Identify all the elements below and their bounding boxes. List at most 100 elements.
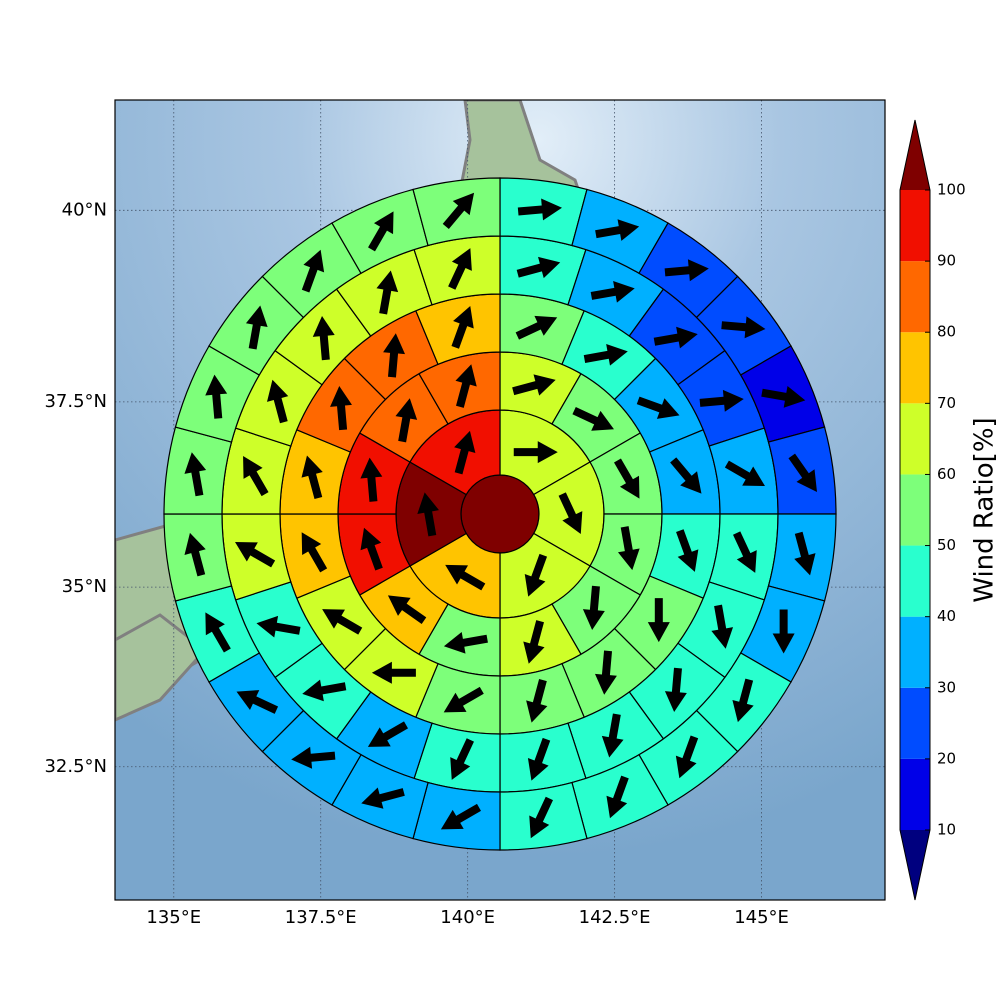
wind-arrow: [664, 667, 687, 712]
colorbar-tick-label: 60: [937, 465, 956, 483]
wind-arrow: [387, 595, 427, 624]
wind-arrow: [395, 398, 418, 443]
wind-arrow: [670, 457, 702, 494]
wind-arrow: [772, 609, 795, 654]
wind-arrow: [601, 713, 624, 758]
wind-arrow: [256, 615, 301, 638]
colorbar-tick-label: 40: [937, 607, 956, 625]
wind-arrow: [664, 259, 709, 282]
wind-arrow: [442, 192, 475, 230]
wind-arrow: [368, 211, 394, 252]
colorbar-tick-label: 80: [937, 323, 956, 341]
colorbar-segment: [900, 758, 930, 830]
wind-arrow: [184, 532, 206, 577]
colorbar-segment: [900, 403, 930, 475]
wind-arrow: [367, 721, 409, 747]
wind-arrow: [301, 455, 323, 500]
colorbar-segment: [900, 261, 930, 333]
wind-arrow: [516, 256, 561, 279]
wind-arrow: [523, 620, 545, 664]
colorbar-tick-label: 70: [937, 394, 956, 412]
colorbar-tick-label: 50: [937, 536, 956, 554]
colorbar-tick-label: 20: [937, 749, 956, 767]
wind-arrow: [451, 305, 474, 349]
wind-arrow: [794, 531, 816, 576]
colorbar-segment: [900, 687, 930, 759]
colorbar-label: Wind Ratio[%]: [970, 417, 1000, 602]
colorbar-segment: [900, 545, 930, 617]
wind-arrow: [529, 796, 553, 839]
wind-arrow: [515, 315, 558, 340]
wind-arrow: [360, 527, 383, 571]
axes-frame: [114, 99, 886, 901]
colorbar-tick-label: 100: [937, 181, 966, 199]
wind-arrow: [361, 787, 405, 809]
wind-arrow: [322, 609, 363, 635]
wind-arrow: [788, 453, 817, 492]
wind-arrow: [302, 679, 347, 702]
wind-arrow: [184, 452, 207, 497]
x-tick-label: 140°E: [440, 907, 495, 928]
wind-arrow: [330, 385, 352, 431]
wind-arrow: [417, 492, 439, 537]
x-tick-label: 145°E: [734, 907, 789, 928]
wind-arrow: [526, 679, 548, 723]
colorbar-tick-label: 30: [937, 678, 956, 696]
wind-arrow: [653, 326, 698, 349]
wind-arrow: [761, 386, 806, 408]
wind-arrow: [301, 249, 325, 293]
colorbar-extend-top: [900, 120, 930, 190]
x-tick-label: 142.5°E: [579, 907, 651, 928]
wind-arrow: [572, 407, 614, 431]
wind-arrow: [243, 455, 269, 497]
wind-arrow: [512, 374, 556, 396]
wind-arrow: [205, 374, 228, 419]
wind-arrow: [617, 526, 640, 571]
wind-arrow: [732, 678, 754, 723]
wind-arrow: [699, 389, 744, 412]
wind-arrow: [440, 803, 481, 830]
wind-arrow: [235, 541, 276, 568]
wind-arrow: [606, 775, 629, 819]
colorbar-tick-label: 90: [937, 252, 956, 270]
wind-arrow: [205, 612, 231, 653]
wind-arrow: [527, 737, 551, 781]
wind-arrow: [443, 686, 484, 713]
y-tick-label: 32.5°N: [44, 756, 107, 777]
wind-arrow: [445, 564, 486, 591]
x-tick-label: 137.5°E: [285, 907, 357, 928]
wind-arrow: [558, 492, 583, 534]
colorbar-tick-label: 10: [937, 821, 956, 839]
wind-arrow: [448, 248, 472, 290]
sectors: [163, 177, 837, 851]
wind-arrow: [733, 531, 757, 573]
colorbar-segment: [900, 190, 930, 262]
wind-arrow: [383, 333, 406, 378]
wind-arrow: [583, 344, 628, 366]
wind-arrow: [513, 441, 558, 464]
wind-arrow: [721, 316, 766, 339]
colorbar-segment: [900, 616, 930, 688]
wind-arrow: [266, 379, 289, 424]
wind-arrow: [450, 738, 474, 780]
arrows: [184, 192, 817, 839]
wind-arrow: [245, 305, 268, 350]
wind-arrow: [676, 529, 699, 572]
wind-arrow: [454, 430, 476, 475]
wind-arrow: [594, 650, 617, 695]
y-tick-label: 37.5°N: [44, 391, 107, 412]
wind-arrow: [724, 460, 765, 487]
ticks: 135°E 137.5°E 140°E 142.5°E 145°E 32.5°N 35°N 3…: [44, 199, 788, 928]
wind-arrow: [455, 364, 477, 408]
wind-arrow: [360, 457, 383, 502]
wind-arrow: [582, 585, 605, 630]
wind-arrow: [236, 690, 279, 714]
colorbar-segment: [900, 474, 930, 546]
wind-arrow: [291, 746, 336, 769]
wind-arrow: [312, 316, 335, 361]
y-tick-label: 40°N: [62, 199, 107, 220]
wind-arrow: [636, 396, 680, 419]
wind-arrow: [376, 270, 399, 315]
